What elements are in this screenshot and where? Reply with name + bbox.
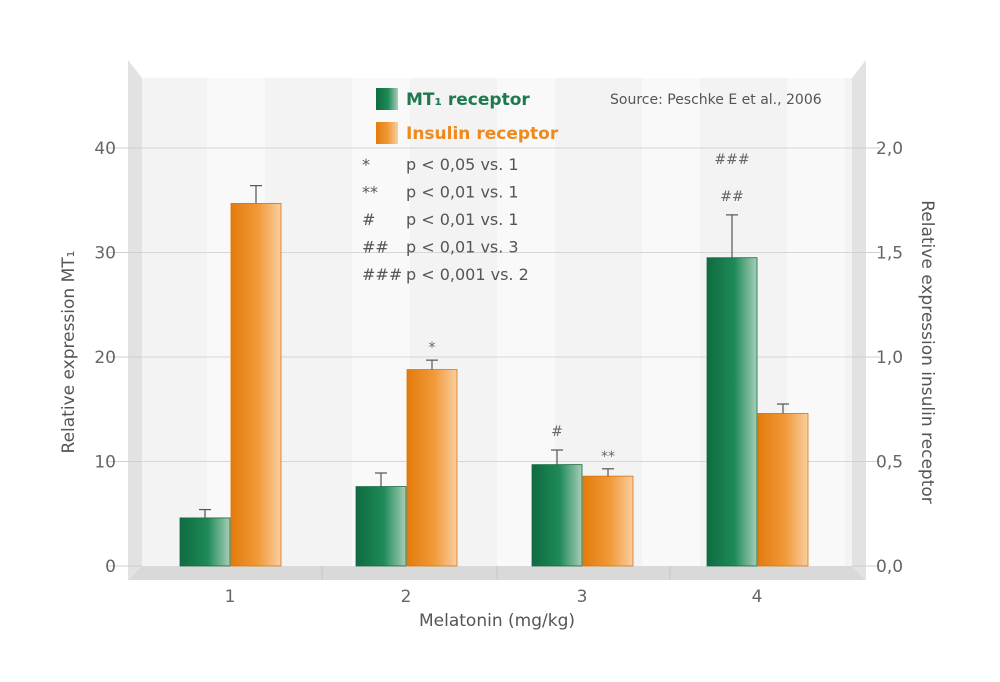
y-tick-label-left: 0 [105,557,116,577]
bars: ###***### [179,152,809,567]
y-tick-label-right: 2,0 [876,139,903,159]
legend: MT₁ receptor Insulin receptor [376,88,559,144]
y-tick-label-left: 20 [94,348,116,368]
legend-label-mt1: MT₁ receptor [406,90,530,110]
x-tick-label: 4 [752,587,763,607]
note-symbol: * [362,155,370,174]
y-tick-label-right: 0,5 [876,453,903,473]
significance-mark: ### [714,152,749,168]
y-tick-label-left: 40 [94,139,116,159]
plot-left-wall [128,60,142,580]
note-symbol: ### [362,265,402,284]
y-tick-label-left: 30 [94,244,116,264]
significance-mark: * [429,340,436,356]
bar [706,257,758,567]
note-symbol: ** [362,183,378,202]
note-text: p < 0,01 vs. 1 [406,210,519,229]
x-tick-label: 1 [225,587,236,607]
y-tick-label-right: 1,0 [876,348,903,368]
y-axis-right-title: Relative expression insulin receptor [917,200,937,504]
x-tick-label: 2 [401,587,412,607]
y-tick-label-right: 0,0 [876,557,903,577]
note-text: p < 0,05 vs. 1 [406,155,519,174]
x-axis-title: Melatonin (mg/kg) [419,611,575,631]
significance-mark: ## [720,189,743,205]
plot-right-wall [852,60,866,580]
legend-swatch-mt1 [376,88,398,110]
bar [355,486,407,567]
legend-swatch-insulin [376,122,398,144]
legend-label-insulin: Insulin receptor [406,124,559,144]
source-note: Source: Peschke E et al., 2006 [610,92,822,108]
significance-mark: # [551,424,563,440]
note-text: p < 0,001 vs. 2 [406,265,529,284]
bar [230,202,282,567]
bar [531,464,583,567]
bar [582,475,634,567]
note-symbol: # [362,210,375,229]
note-text: p < 0,01 vs. 1 [406,183,519,202]
significance-mark: ** [601,449,615,465]
y-tick-label-right: 1,5 [876,244,903,264]
note-symbol: ## [362,238,389,257]
note-text: p < 0,01 vs. 3 [406,238,519,257]
y-tick-label-left: 10 [94,453,116,473]
significance-notes: * p < 0,05 vs. 1 ** p < 0,01 vs. 1 # p < 0,01… [362,155,529,284]
stripe [642,78,700,566]
axes: 0 10 20 30 40 0,0 0,5 1,0 1,5 2,0 1 2 3 4 [94,139,903,607]
bar [757,413,809,567]
y-axis-left-title: Relative expression MT₁ [59,251,79,454]
bar [406,369,458,567]
x-tick-label: 3 [577,587,588,607]
bar [179,517,231,567]
